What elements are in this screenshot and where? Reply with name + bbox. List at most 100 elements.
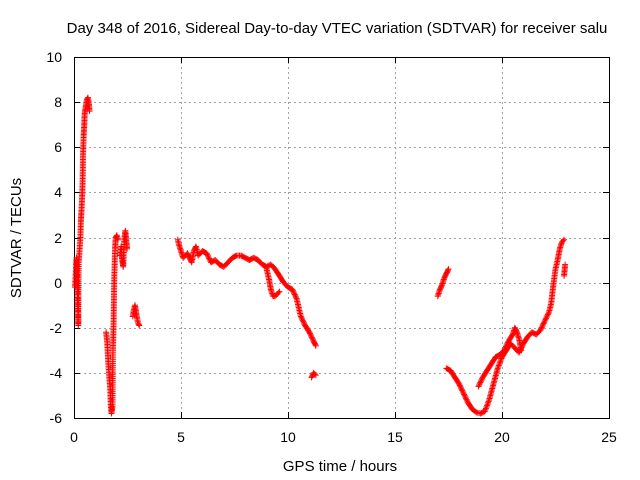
data-point	[496, 359, 503, 366]
data-point	[299, 317, 306, 324]
data-point	[312, 342, 319, 349]
data-point	[476, 382, 483, 389]
data-point	[544, 312, 551, 319]
data-point	[498, 355, 505, 362]
data-point	[495, 362, 502, 369]
data-point	[482, 405, 489, 412]
data-point	[456, 382, 463, 389]
axis-ticks	[74, 57, 610, 419]
x-tick-label: 10	[280, 429, 296, 445]
data-point	[312, 372, 319, 379]
data-point	[541, 317, 548, 324]
data-point	[459, 388, 466, 395]
data-point	[485, 399, 492, 406]
data-point	[482, 406, 489, 413]
data-point	[308, 334, 315, 341]
chart-title: Day 348 of 2016, Sidereal Day-to-day VTE…	[67, 20, 608, 37]
data-point	[481, 408, 488, 415]
data-point	[475, 383, 482, 390]
data-point	[289, 286, 296, 293]
data-point	[461, 391, 468, 398]
data-point	[276, 288, 283, 295]
data-point	[501, 346, 508, 353]
data-point	[204, 251, 211, 258]
data-point	[445, 266, 452, 273]
data-point	[289, 287, 296, 294]
data-point	[114, 236, 121, 243]
y-tick-label: -4	[50, 365, 63, 381]
x-tick-label: 0	[70, 429, 78, 445]
x-tick-label: 15	[387, 429, 403, 445]
data-point	[456, 381, 463, 388]
data-point	[307, 331, 314, 338]
data-point	[476, 380, 483, 387]
data-point	[203, 250, 210, 257]
data-point	[135, 321, 142, 328]
data-point	[297, 313, 304, 320]
data-point	[537, 327, 544, 334]
data-point	[497, 356, 504, 363]
data-point	[457, 383, 464, 390]
data-point	[538, 324, 545, 331]
data-point	[539, 321, 546, 328]
data-point	[561, 236, 568, 243]
data-point	[460, 390, 467, 397]
data-point	[477, 378, 484, 385]
y-tick-label: 10	[46, 49, 62, 65]
x-tick-label: 20	[494, 429, 510, 445]
data-point	[299, 316, 306, 323]
data-point	[290, 288, 297, 295]
y-tick-label: 8	[54, 94, 62, 110]
data-point	[495, 363, 502, 370]
data-point	[544, 311, 551, 318]
data-point	[205, 254, 212, 261]
y-tick-label: 0	[54, 275, 62, 291]
data-point	[306, 329, 313, 336]
data-point	[308, 333, 315, 340]
data-point	[504, 340, 511, 347]
data-point	[494, 365, 501, 372]
data-points	[72, 94, 569, 417]
data-point	[309, 335, 316, 342]
grid	[74, 57, 609, 418]
x-tick-label: 5	[177, 429, 185, 445]
data-point	[462, 395, 469, 402]
data-point	[458, 386, 465, 393]
data-point	[307, 330, 314, 337]
data-point	[484, 402, 491, 409]
data-point	[312, 341, 319, 348]
data-point	[136, 322, 143, 329]
data-point	[291, 290, 298, 297]
data-point	[543, 315, 550, 322]
data-point	[463, 396, 470, 403]
y-tick-label: -6	[50, 410, 63, 426]
y-tick-label: -2	[50, 320, 63, 336]
y-tick-label: 2	[54, 230, 62, 246]
data-point	[275, 289, 282, 296]
data-point	[485, 398, 492, 405]
data-point	[518, 347, 525, 354]
data-point	[478, 376, 485, 383]
data-point	[538, 325, 545, 332]
data-point	[497, 358, 504, 365]
y-tick-label: 4	[54, 184, 62, 200]
data-point	[539, 323, 546, 330]
data-point	[562, 261, 569, 268]
data-point	[540, 320, 547, 327]
data-point	[503, 342, 510, 349]
data-point	[559, 237, 566, 244]
data-point	[502, 344, 509, 351]
data-point	[291, 291, 298, 298]
data-point	[501, 347, 508, 354]
data-point	[541, 319, 548, 326]
data-point	[292, 292, 299, 299]
data-point	[477, 379, 484, 386]
data-point	[300, 319, 307, 326]
data-point	[543, 314, 550, 321]
data-point	[483, 404, 490, 411]
data-point	[461, 392, 468, 399]
data-point	[86, 108, 93, 115]
data-point	[459, 387, 466, 394]
